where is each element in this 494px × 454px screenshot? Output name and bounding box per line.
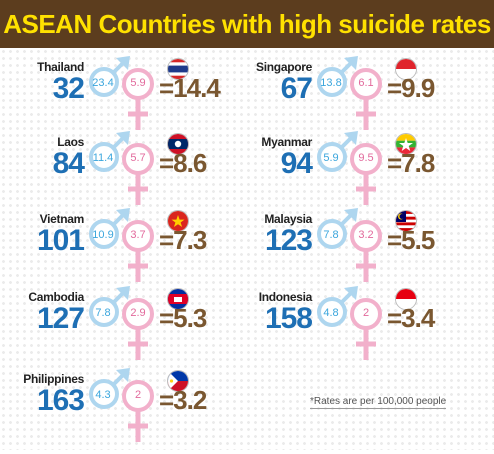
singapore-flag-icon [395,58,417,80]
country-name: Indonesia [258,290,313,304]
page-title: ASEAN Countries with high suicide rates [3,8,491,39]
rank-number: 101 [36,224,85,257]
male-rate: 11.4 [92,152,114,164]
country-entry-vietnam: Vietnam 101 10.9 3.7 =7.3 [14,208,234,294]
male-symbol-icon [89,56,130,97]
footnote: *Rates are per 100,000 people [310,396,447,409]
country-name: Cambodia [28,290,84,304]
cambodia-flag-icon [167,288,189,310]
male-rate: 10.9 [92,229,114,241]
country-name: Thailand [37,60,84,74]
country-entry-malaysia: Malaysia 123 7.8 3.2 =5.5 [242,208,462,294]
male-rate: 4.3 [95,389,111,401]
rate-ratio: =14.4 [159,73,221,103]
female-rate: 2 [134,389,142,401]
country-entry-thailand: Thailand 32 23.4 5.9 =14.4 [14,56,234,142]
male-rate: 7.8 [95,307,111,319]
female-rate: 9.5 [358,152,374,164]
female-rate: 6.1 [358,77,374,89]
rank-number: 67 [280,72,313,105]
male-symbol-icon [89,286,130,327]
rate-ratio: =8.6 [159,148,207,178]
vietnam-flag-icon [167,210,189,232]
female-symbol-icon [350,68,382,130]
country-name: Singapore [256,60,312,74]
male-rate: 5.9 [323,152,339,164]
male-rate: 23.4 [92,77,114,89]
country-entry-myanmar: Myanmar 94 5.9 9.5 =7.8 [242,131,462,217]
rank-number: 32 [52,72,85,105]
female-rate: 2 [362,307,370,319]
rank-number: 123 [264,224,313,257]
country-entry-indonesia: Indonesia 158 4.8 2 =3.4 [242,286,462,372]
female-symbol-icon [122,220,154,282]
country-name: Philippines [23,372,84,386]
rank-number: 163 [36,384,85,417]
malaysia-flag-icon [395,210,417,232]
country-entry-singapore: Singapore 67 13.8 6.1 =9.9 [242,56,462,142]
female-symbol-icon [350,143,382,205]
laos-flag-icon [167,133,189,155]
male-symbol-icon [89,131,130,172]
female-rate: 3.2 [358,229,374,241]
rate-ratio: =7.3 [159,225,207,255]
female-symbol-icon [350,220,382,282]
rate-ratio: =3.2 [159,385,207,415]
myanmar-flag-icon [395,133,417,155]
female-symbol-icon [350,298,382,360]
female-symbol-icon [122,298,154,360]
country-entry-laos: Laos 84 11.4 5.7 =8.6 [14,131,234,217]
male-symbol-icon [317,131,358,172]
rank-number: 158 [264,302,313,335]
female-symbol-icon [122,68,154,130]
philippines-flag-icon [167,370,189,392]
rate-ratio: =5.5 [387,225,435,255]
rank-number: 127 [36,302,85,335]
rate-ratio: =3.4 [387,303,435,333]
male-symbol-icon [317,56,358,97]
country-entry-cambodia: Cambodia 127 7.8 2.9 =5.3 [14,286,234,372]
female-rate: 3.7 [130,229,146,241]
country-name: Myanmar [261,135,312,149]
female-symbol-icon [122,380,154,442]
country-entry-philippines: Philippines 163 4.3 2 =3.2 [14,368,234,454]
rank-number: 94 [280,147,313,180]
male-symbol-icon [89,368,130,409]
header-banner: ASEAN Countries with high suicide rates [0,0,494,48]
female-symbol-icon [122,143,154,205]
world-map-background [0,48,494,450]
rate-ratio: =9.9 [387,73,435,103]
country-name: Malaysia [264,212,312,226]
rank-number: 84 [52,147,85,180]
male-symbol-icon [317,208,358,249]
indonesia-flag-icon [395,288,417,310]
male-rate: 7.8 [323,229,339,241]
country-name: Laos [57,135,84,149]
female-rate: 5.9 [130,77,146,89]
country-name: Vietnam [39,212,85,226]
female-rate: 5.7 [130,152,146,164]
male-symbol-icon [317,286,358,327]
male-rate: 4.8 [323,307,339,319]
male-symbol-icon [89,208,130,249]
rate-ratio: =5.3 [159,303,207,333]
female-rate: 2.9 [130,307,146,319]
rate-ratio: =7.8 [387,148,435,178]
male-rate: 13.8 [320,77,342,89]
thailand-flag-icon [167,58,189,80]
